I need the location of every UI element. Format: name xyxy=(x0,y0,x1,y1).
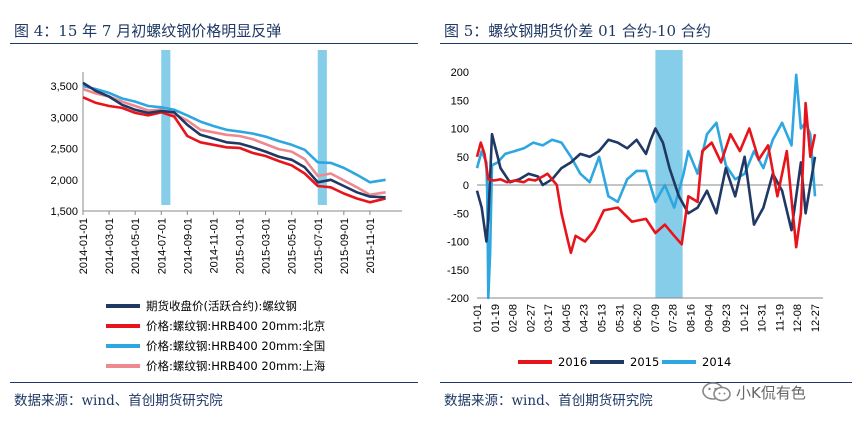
x-tick-label: 08-16 xyxy=(685,304,697,332)
watermark: 小K侃有色 xyxy=(700,380,850,404)
left-chart-title: 图 4：15 年 7 月初螺纹钢价格明显反弹 xyxy=(14,22,282,40)
right-source-rule xyxy=(440,382,852,383)
x-tick-label: 2014-05-01 xyxy=(130,218,142,274)
y-tick-label: 200 xyxy=(451,67,469,79)
y-tick-label: -100 xyxy=(447,237,469,249)
y-tick-label: 2,500 xyxy=(50,144,78,156)
right-chart-panel: 图 5：螺纹钢期货价差 01 合约-10 合约 200 150 100 50 0 -50 -… xyxy=(430,0,862,430)
y-tick-label: 100 xyxy=(451,124,469,136)
legend-label: 价格:螺纹钢:HRB400 20mm:全国 xyxy=(146,339,325,353)
x-tick-label: 09-23 xyxy=(721,304,733,332)
shaded-period-1 xyxy=(317,50,327,205)
legend-label: 价格:螺纹钢:HRB400 20mm:上海 xyxy=(146,359,326,373)
left-source-rule xyxy=(10,382,418,383)
series-line-2016 xyxy=(475,101,817,255)
x-tick-label: 2014-01-01 xyxy=(78,218,90,274)
series-line-1 xyxy=(82,96,386,204)
y-tick-label: -200 xyxy=(447,293,469,305)
x-tick-label: 02-08 xyxy=(508,304,520,332)
y-tick-label: 50 xyxy=(457,152,469,164)
x-tick-label: 11-19 xyxy=(774,304,786,331)
y-tick-label: 0 xyxy=(463,180,469,192)
left-title-rule xyxy=(10,43,418,44)
x-tick-label: 05-31 xyxy=(614,304,626,332)
y-tick-label: 2,000 xyxy=(50,175,78,187)
legend-label: 期货收盘价(活跃合约):螺纹钢 xyxy=(146,299,297,313)
legend-label: 价格:螺纹钢:HRB400 20mm:北京 xyxy=(146,319,325,333)
x-tick-label: 01-01 xyxy=(472,304,484,332)
x-tick-label: 03-17 xyxy=(543,304,555,332)
x-tick-label: 02-27 xyxy=(525,304,537,332)
legend-label: 2015 xyxy=(630,355,659,369)
right-title-rule xyxy=(440,43,852,44)
x-tick-label: 2015-11-01 xyxy=(365,218,377,273)
series-line-0 xyxy=(82,81,386,199)
x-tick-label: 2015-07-01 xyxy=(313,218,325,274)
shaded-period xyxy=(655,50,683,298)
x-tick-label: 06-20 xyxy=(632,304,644,332)
x-tick-label: 07-09 xyxy=(650,304,662,332)
x-tick-label: 05-13 xyxy=(597,304,609,332)
x-tick-label: 2014-07-01 xyxy=(156,218,168,274)
right-chart-title: 图 5：螺纹钢期货价差 01 合约-10 合约 xyxy=(444,22,711,40)
y-tick-label: 150 xyxy=(451,95,469,107)
left-source-text: 数据来源：wind、首创期货研究院 xyxy=(14,393,223,409)
y-tick-label: 3,000 xyxy=(50,112,78,124)
legend-label: 2016 xyxy=(558,355,587,369)
series-line-2 xyxy=(82,84,386,184)
x-tick-label: 2015-03-01 xyxy=(261,218,273,274)
y-tick-label: -50 xyxy=(453,208,469,220)
x-tick-label: 12-27 xyxy=(810,304,822,332)
wechat-icon xyxy=(702,382,731,402)
watermark-text: 小K侃有色 xyxy=(736,384,806,402)
x-tick-label: 01-19 xyxy=(490,304,502,332)
y-tick-label: 1,500 xyxy=(50,206,78,218)
x-tick-label: 10-31 xyxy=(757,304,769,332)
x-tick-label: 12-08 xyxy=(792,304,804,332)
x-tick-label: 2014-09-01 xyxy=(182,218,194,274)
shaded-period-0 xyxy=(161,50,171,205)
x-tick-label: 09-04 xyxy=(703,304,715,332)
x-tick-label: 2015-09-01 xyxy=(339,218,351,274)
x-tick-label: 2015-05-01 xyxy=(287,218,299,274)
series-line-2014 xyxy=(475,73,817,300)
x-tick-label: 2015-01-01 xyxy=(235,218,247,274)
x-tick-label: 07-28 xyxy=(668,304,680,332)
y-tick-label: 3,500 xyxy=(50,81,78,93)
x-tick-label: 04-23 xyxy=(579,304,591,332)
x-tick-label: 10-12 xyxy=(739,304,751,332)
y-tick-label: -150 xyxy=(447,265,469,277)
left-chart-panel: 图 4：15 年 7 月初螺纹钢价格明显反弹 3,500 3,000 2,500 2,… xyxy=(0,0,428,430)
x-tick-label: 2014-11-01 xyxy=(208,218,220,273)
x-tick-label: 2014-03-01 xyxy=(104,218,116,274)
x-tick-label: 04-05 xyxy=(561,304,573,332)
series-line-3 xyxy=(82,87,386,197)
legend-label: 2014 xyxy=(702,355,731,369)
right-source-text: 数据来源：wind、首创期货研究院 xyxy=(444,393,653,409)
